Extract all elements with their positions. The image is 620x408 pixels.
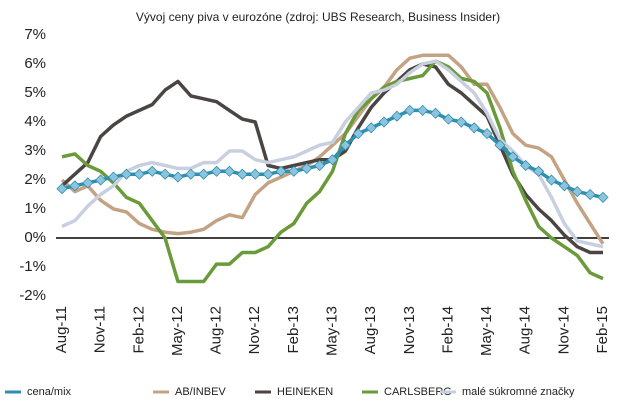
data-point bbox=[571, 186, 583, 198]
data-point bbox=[185, 168, 197, 180]
data-point bbox=[326, 154, 339, 166]
x-tick-label: Feb-12 bbox=[130, 306, 147, 354]
x-tick-label: Feb-14 bbox=[439, 306, 456, 354]
data-point bbox=[507, 151, 519, 163]
x-tick-label: Nov-14 bbox=[555, 306, 572, 354]
y-tick-label: 6% bbox=[24, 55, 46, 72]
y-tick-label: 1% bbox=[24, 200, 46, 217]
x-tick-label: Nov-12 bbox=[246, 306, 263, 354]
series-line bbox=[61, 108, 604, 200]
legend-label: HEINEKEN bbox=[277, 386, 333, 398]
series-line bbox=[61, 59, 604, 284]
data-point bbox=[146, 165, 158, 177]
series-line bbox=[61, 59, 604, 249]
data-point bbox=[468, 122, 480, 134]
data-point bbox=[533, 165, 545, 177]
data-point bbox=[172, 171, 184, 183]
legend-label: CARLSBERG bbox=[384, 386, 452, 398]
data-point bbox=[223, 165, 236, 177]
chart-title: Vývoj ceny piva v eurozóne (zdroj: UBS R… bbox=[136, 10, 500, 24]
y-tick-label: -2% bbox=[19, 287, 46, 304]
x-tick-label: Aug-13 bbox=[362, 306, 379, 354]
data-point bbox=[442, 113, 454, 125]
data-point bbox=[69, 180, 81, 192]
data-point bbox=[429, 107, 442, 119]
y-tick-label: 7% bbox=[24, 26, 46, 43]
y-tick-label: -1% bbox=[19, 258, 46, 275]
data-point bbox=[211, 165, 223, 177]
data-point bbox=[597, 191, 609, 203]
data-point bbox=[198, 168, 210, 180]
x-tick-label: Aug-12 bbox=[208, 306, 225, 354]
legend-label: cena/mix bbox=[27, 386, 72, 398]
series-line bbox=[60, 53, 605, 245]
data-point bbox=[520, 159, 532, 172]
y-tick-label: 3% bbox=[24, 142, 46, 159]
data-point bbox=[494, 139, 506, 151]
data-point bbox=[236, 168, 248, 180]
x-tick-label: Nov-13 bbox=[401, 306, 418, 354]
data-point bbox=[481, 128, 493, 140]
x-tick-label: Nov-11 bbox=[92, 306, 109, 353]
data-point bbox=[455, 116, 467, 128]
data-point bbox=[133, 168, 145, 180]
data-point bbox=[339, 139, 351, 151]
data-point bbox=[558, 180, 570, 192]
legend-label: AB/INBEV bbox=[175, 386, 226, 398]
x-tick-label: Aug-14 bbox=[517, 306, 534, 354]
legend-label: malé súkromné značky bbox=[462, 386, 575, 398]
y-tick-label: 5% bbox=[24, 84, 46, 101]
data-point bbox=[262, 168, 274, 180]
data-point bbox=[159, 168, 171, 180]
data-point bbox=[365, 122, 377, 134]
x-tick-label: May-12 bbox=[169, 306, 186, 356]
data-point bbox=[82, 177, 94, 189]
x-tick-label: Feb-13 bbox=[285, 306, 302, 354]
data-point bbox=[120, 168, 132, 180]
data-point bbox=[107, 171, 120, 183]
y-tick-label: 2% bbox=[24, 171, 46, 188]
data-point bbox=[391, 110, 403, 122]
data-point bbox=[417, 104, 429, 116]
data-point bbox=[404, 104, 416, 116]
y-tick-label: 0% bbox=[24, 229, 46, 246]
data-point bbox=[95, 174, 107, 186]
data-point bbox=[249, 168, 261, 180]
x-tick-label: Feb-15 bbox=[594, 306, 611, 354]
data-point bbox=[378, 116, 390, 128]
data-point bbox=[301, 162, 313, 174]
y-tick-label: 4% bbox=[24, 113, 46, 130]
data-point bbox=[56, 183, 68, 195]
x-tick-label: May-13 bbox=[323, 306, 340, 356]
data-point bbox=[314, 159, 326, 172]
x-tick-label: May-14 bbox=[478, 306, 495, 356]
data-point bbox=[584, 188, 596, 201]
data-point bbox=[352, 128, 364, 140]
data-point bbox=[545, 174, 558, 186]
x-tick-label: Aug-11 bbox=[53, 306, 70, 353]
data-point bbox=[275, 165, 287, 177]
data-point bbox=[288, 165, 300, 177]
